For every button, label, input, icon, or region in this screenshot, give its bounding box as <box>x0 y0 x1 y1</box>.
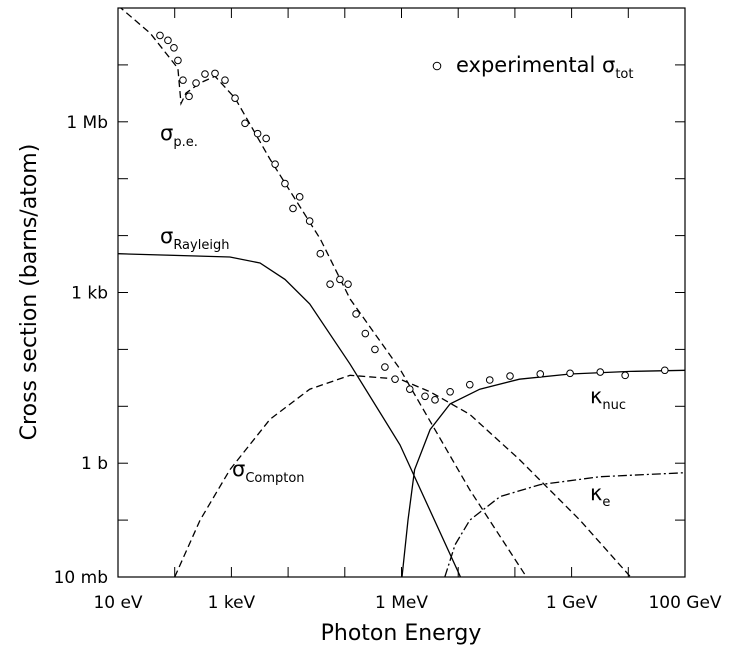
series-line <box>174 374 632 577</box>
symbol: σ <box>602 53 615 77</box>
series-label: σp.e. <box>160 121 198 150</box>
subscript: p.e. <box>173 135 198 150</box>
data-point <box>621 371 629 380</box>
series-label: κe <box>590 481 610 510</box>
y-tick-label: 1 Mb <box>66 113 108 133</box>
y-axis-label: Cross section (barns/atom) <box>17 144 42 441</box>
y-tick-label: 1 kb <box>71 284 108 304</box>
data-point <box>201 70 209 78</box>
data-point <box>660 366 669 375</box>
data-point <box>361 329 370 338</box>
data-point <box>431 396 439 404</box>
data-point <box>352 310 360 318</box>
symbol: σ <box>232 457 245 481</box>
data-point <box>289 204 297 213</box>
data-point <box>305 217 314 225</box>
x-tick-label: 1 keV <box>208 593 256 613</box>
data-point <box>391 375 399 383</box>
data-point <box>156 31 164 40</box>
legend-label: experimental σtot <box>456 53 633 82</box>
data-point <box>381 363 389 371</box>
data-point <box>371 345 379 354</box>
subscript: e <box>602 495 610 510</box>
data-point <box>241 119 249 128</box>
data-point <box>485 376 494 384</box>
data-point <box>185 92 193 101</box>
data-point <box>446 387 454 396</box>
series-label: κnuc <box>590 384 626 413</box>
data-point <box>271 160 279 168</box>
subscript: tot <box>615 67 633 82</box>
data-point <box>536 370 545 378</box>
data-point <box>192 79 200 87</box>
x-tick-label: 1 MeV <box>375 593 428 613</box>
subscript: Compton <box>245 471 304 486</box>
subscript: nuc <box>602 398 626 413</box>
data-point <box>566 369 574 378</box>
series-line <box>444 472 685 577</box>
data-point <box>405 385 414 393</box>
data-point <box>281 179 289 188</box>
series-line <box>119 8 528 577</box>
data-point <box>174 56 182 65</box>
data-point <box>326 280 334 288</box>
series-line <box>118 253 462 577</box>
data-point <box>231 94 239 102</box>
symbol: κ <box>590 384 602 408</box>
subscript: Rayleigh <box>173 238 229 253</box>
x-tick-label: 100 GeV <box>648 593 721 613</box>
symbol: σ <box>160 224 173 248</box>
data-point <box>295 193 304 201</box>
data-point <box>253 129 262 138</box>
data-point <box>421 392 429 401</box>
data-point <box>164 36 172 45</box>
legend-marker <box>432 61 442 71</box>
data-point <box>336 275 344 284</box>
data-point <box>211 69 219 78</box>
data-point <box>344 280 352 288</box>
legend-name: experimental <box>456 53 595 77</box>
y-tick-label: 1 b <box>81 454 108 474</box>
data-point <box>596 368 605 376</box>
data-point <box>221 76 229 84</box>
series-label: σRayleigh <box>160 224 229 253</box>
symbol: σ <box>160 121 173 145</box>
series-label: σCompton <box>232 457 305 486</box>
legend-space <box>595 53 602 77</box>
x-tick-label: 1 GeV <box>546 593 598 613</box>
series-line <box>401 369 685 577</box>
data-point <box>170 43 178 52</box>
y-tick-label: 10 mb <box>54 568 108 588</box>
data-point <box>262 134 270 143</box>
x-axis-label: Photon Energy <box>321 621 482 646</box>
data-point <box>316 249 325 258</box>
data-point <box>506 372 514 380</box>
x-tick-label: 10 eV <box>93 593 142 613</box>
data-point <box>179 76 187 84</box>
symbol: κ <box>590 481 602 505</box>
data-point <box>465 380 474 389</box>
